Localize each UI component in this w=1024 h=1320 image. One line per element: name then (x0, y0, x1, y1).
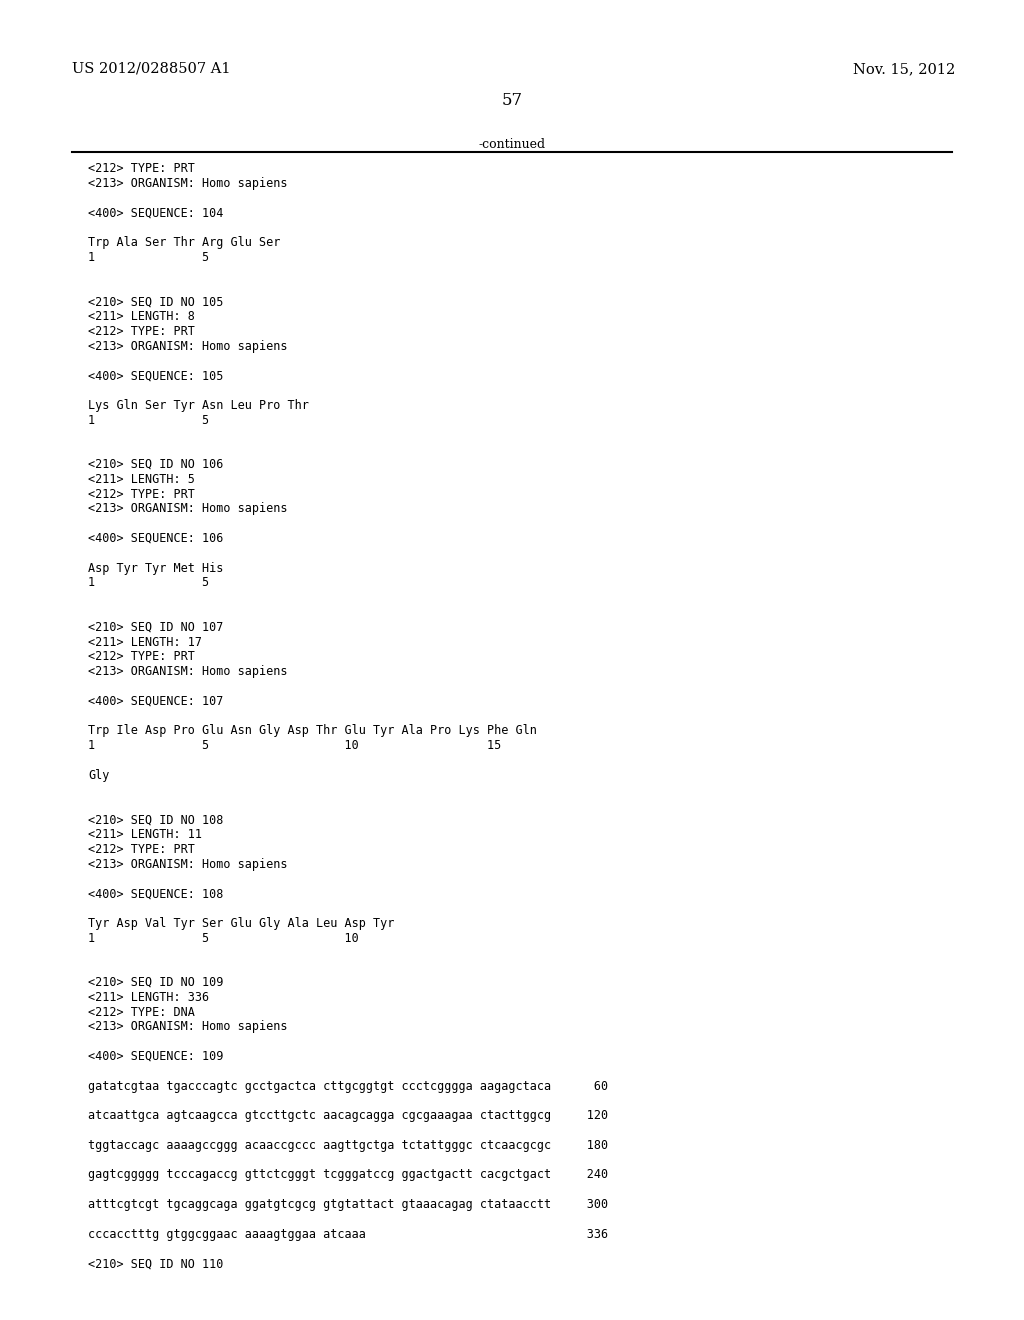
Text: <400> SEQUENCE: 104: <400> SEQUENCE: 104 (88, 206, 223, 219)
Text: <213> ORGANISM: Homo sapiens: <213> ORGANISM: Homo sapiens (88, 1020, 288, 1034)
Text: <400> SEQUENCE: 108: <400> SEQUENCE: 108 (88, 887, 223, 900)
Text: <210> SEQ ID NO 108: <210> SEQ ID NO 108 (88, 813, 223, 826)
Text: <211> LENGTH: 5: <211> LENGTH: 5 (88, 473, 195, 486)
Text: Gly: Gly (88, 768, 110, 781)
Text: <400> SEQUENCE: 109: <400> SEQUENCE: 109 (88, 1049, 223, 1063)
Text: <210> SEQ ID NO 107: <210> SEQ ID NO 107 (88, 620, 223, 634)
Text: Lys Gln Ser Tyr Asn Leu Pro Thr: Lys Gln Ser Tyr Asn Leu Pro Thr (88, 399, 309, 412)
Text: <400> SEQUENCE: 107: <400> SEQUENCE: 107 (88, 694, 223, 708)
Text: tggtaccagc aaaagccggg acaaccgccc aagttgctga tctattgggc ctcaacgcgc     180: tggtaccagc aaaagccggg acaaccgccc aagttgc… (88, 1139, 608, 1152)
Text: 1               5: 1 5 (88, 413, 209, 426)
Text: <212> TYPE: PRT: <212> TYPE: PRT (88, 487, 195, 500)
Text: -continued: -continued (478, 139, 546, 150)
Text: cccacctttg gtggcggaac aaaagtggaa atcaaa                               336: cccacctttg gtggcggaac aaaagtggaa atcaaa … (88, 1228, 608, 1241)
Text: <210> SEQ ID NO 106: <210> SEQ ID NO 106 (88, 458, 223, 471)
Text: <211> LENGTH: 8: <211> LENGTH: 8 (88, 310, 195, 323)
Text: Nov. 15, 2012: Nov. 15, 2012 (853, 62, 955, 77)
Text: 1               5: 1 5 (88, 251, 209, 264)
Text: Tyr Asp Val Tyr Ser Glu Gly Ala Leu Asp Tyr: Tyr Asp Val Tyr Ser Glu Gly Ala Leu Asp … (88, 917, 394, 929)
Text: US 2012/0288507 A1: US 2012/0288507 A1 (72, 62, 230, 77)
Text: <212> TYPE: PRT: <212> TYPE: PRT (88, 651, 195, 664)
Text: <213> ORGANISM: Homo sapiens: <213> ORGANISM: Homo sapiens (88, 858, 288, 871)
Text: 1               5: 1 5 (88, 577, 209, 590)
Text: <213> ORGANISM: Homo sapiens: <213> ORGANISM: Homo sapiens (88, 177, 288, 190)
Text: <211> LENGTH: 336: <211> LENGTH: 336 (88, 991, 209, 1003)
Text: <212> TYPE: DNA: <212> TYPE: DNA (88, 1006, 195, 1019)
Text: <212> TYPE: PRT: <212> TYPE: PRT (88, 162, 195, 176)
Text: <213> ORGANISM: Homo sapiens: <213> ORGANISM: Homo sapiens (88, 665, 288, 678)
Text: <211> LENGTH: 17: <211> LENGTH: 17 (88, 636, 202, 648)
Text: <400> SEQUENCE: 105: <400> SEQUENCE: 105 (88, 370, 223, 383)
Text: Asp Tyr Tyr Met His: Asp Tyr Tyr Met His (88, 561, 223, 574)
Text: 1               5                   10: 1 5 10 (88, 932, 358, 945)
Text: Trp Ala Ser Thr Arg Glu Ser: Trp Ala Ser Thr Arg Glu Ser (88, 236, 281, 249)
Text: <210> SEQ ID NO 105: <210> SEQ ID NO 105 (88, 296, 223, 308)
Text: gatatcgtaa tgacccagtc gcctgactca cttgcggtgt ccctcgggga aagagctaca      60: gatatcgtaa tgacccagtc gcctgactca cttgcgg… (88, 1080, 608, 1093)
Text: <211> LENGTH: 11: <211> LENGTH: 11 (88, 828, 202, 841)
Text: <213> ORGANISM: Homo sapiens: <213> ORGANISM: Homo sapiens (88, 503, 288, 515)
Text: <400> SEQUENCE: 106: <400> SEQUENCE: 106 (88, 532, 223, 545)
Text: 57: 57 (502, 92, 522, 110)
Text: <212> TYPE: PRT: <212> TYPE: PRT (88, 325, 195, 338)
Text: Trp Ile Asp Pro Glu Asn Gly Asp Thr Glu Tyr Ala Pro Lys Phe Gln: Trp Ile Asp Pro Glu Asn Gly Asp Thr Glu … (88, 725, 537, 738)
Text: atcaattgca agtcaagcca gtccttgctc aacagcagga cgcgaaagaa ctacttggcg     120: atcaattgca agtcaagcca gtccttgctc aacagca… (88, 1109, 608, 1122)
Text: 1               5                   10                  15: 1 5 10 15 (88, 739, 502, 752)
Text: gagtcggggg tcccagaccg gttctcgggt tcgggatccg ggactgactt cacgctgact     240: gagtcggggg tcccagaccg gttctcgggt tcgggat… (88, 1168, 608, 1181)
Text: atttcgtcgt tgcaggcaga ggatgtcgcg gtgtattact gtaaacagag ctataacctt     300: atttcgtcgt tgcaggcaga ggatgtcgcg gtgtatt… (88, 1199, 608, 1210)
Text: <210> SEQ ID NO 109: <210> SEQ ID NO 109 (88, 975, 223, 989)
Text: <210> SEQ ID NO 110: <210> SEQ ID NO 110 (88, 1257, 223, 1270)
Text: <213> ORGANISM: Homo sapiens: <213> ORGANISM: Homo sapiens (88, 339, 288, 352)
Text: <212> TYPE: PRT: <212> TYPE: PRT (88, 842, 195, 855)
